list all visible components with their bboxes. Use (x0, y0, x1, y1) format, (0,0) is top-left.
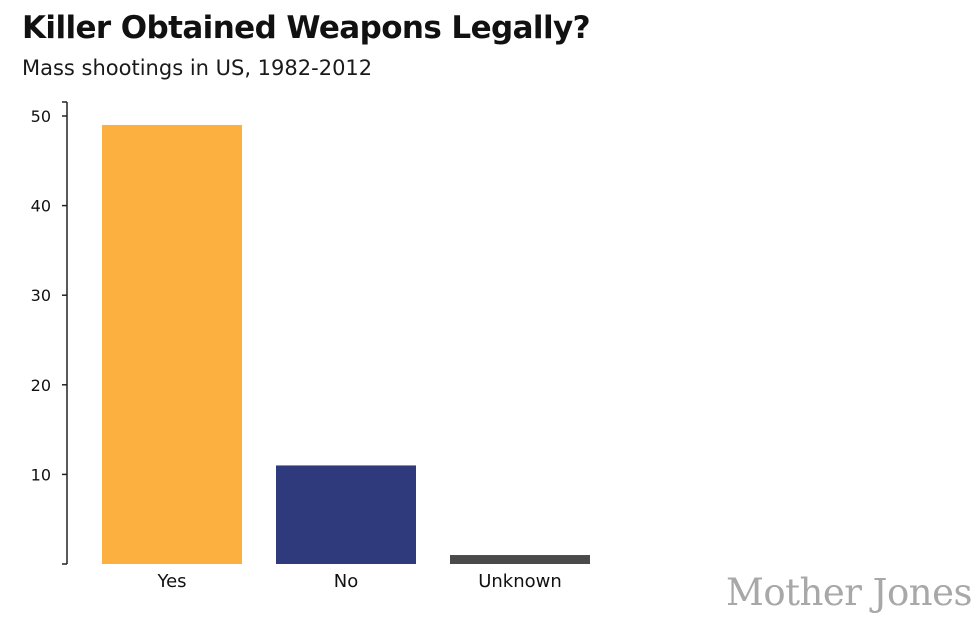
category-label-yes: Yes (156, 571, 186, 592)
category-labels: Yes No Unknown (156, 571, 561, 592)
bars (102, 124, 590, 565)
category-label-no: No (334, 571, 358, 592)
y-tick-label: 10 (31, 465, 51, 484)
y-tick-label: 20 (31, 376, 51, 395)
y-tick-label: 30 (31, 286, 51, 305)
chart-title: Killer Obtained Weapons Legally? (22, 10, 591, 46)
chart-subtitle: Mass shootings in US, 1982-2012 (22, 56, 373, 80)
bar-yes (102, 124, 242, 565)
bar-unknown (450, 555, 590, 564)
y-tick-label: 40 (31, 197, 51, 216)
category-label-unknown: Unknown (478, 571, 562, 592)
y-axis: 10 20 30 40 50 (31, 101, 68, 565)
mother-jones-logo: Mother Jones (725, 571, 973, 614)
bar-no (276, 465, 416, 564)
y-tick-label: 50 (31, 107, 51, 126)
